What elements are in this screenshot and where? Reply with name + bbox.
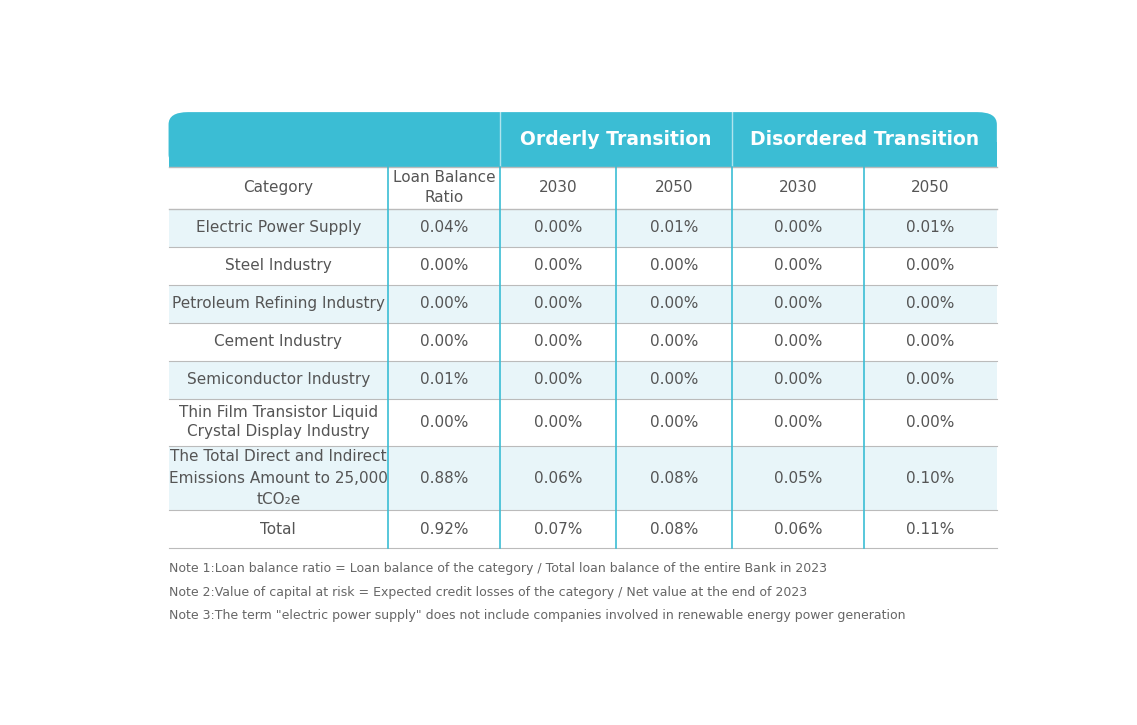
Text: 0.05%: 0.05% [774,471,822,486]
Text: 0.00%: 0.00% [649,258,698,273]
Text: Note 2:Value of capital at risk = Expected credit losses of the category / Net v: Note 2:Value of capital at risk = Expect… [168,586,806,599]
Text: 0.00%: 0.00% [649,415,698,430]
Text: 0.00%: 0.00% [774,296,822,311]
Text: 0.00%: 0.00% [533,415,582,430]
Text: Cement Industry: Cement Industry [215,334,342,349]
Text: 0.04%: 0.04% [420,220,468,235]
Bar [168,285,997,323]
Text: 0.08%: 0.08% [649,521,698,536]
Text: 0.00%: 0.00% [906,415,955,430]
Text: 0.00%: 0.00% [533,220,582,235]
Text: Electric Power Supply: Electric Power Supply [196,220,362,235]
Text: Thin Film Transistor Liquid
Crystal Display Industry: Thin Film Transistor Liquid Crystal Disp… [179,405,377,439]
Text: 2030: 2030 [779,181,818,195]
Text: 0.00%: 0.00% [420,334,468,349]
Text: Orderly Transition: Orderly Transition [520,130,712,149]
Text: 0.01%: 0.01% [906,220,955,235]
Text: 0.06%: 0.06% [533,471,582,486]
Text: 0.00%: 0.00% [420,258,468,273]
Bar [168,510,997,548]
Text: 0.00%: 0.00% [649,372,698,387]
Text: Loan Balance
Ratio: Loan Balance Ratio [392,170,496,205]
Text: 2050: 2050 [655,181,694,195]
Text: 0.88%: 0.88% [420,471,468,486]
Text: 0.00%: 0.00% [420,296,468,311]
Bar [168,142,997,167]
Bar [168,247,997,285]
Text: 0.00%: 0.00% [649,334,698,349]
Bar [168,323,997,360]
Text: 0.00%: 0.00% [774,220,822,235]
Text: 0.06%: 0.06% [774,521,822,536]
Text: 0.00%: 0.00% [533,296,582,311]
Text: 0.00%: 0.00% [533,334,582,349]
Text: 2050: 2050 [912,181,949,195]
Text: Disordered Transition: Disordered Transition [749,130,979,149]
Text: 0.10%: 0.10% [906,471,955,486]
Text: 0.00%: 0.00% [420,415,468,430]
Bar [168,167,997,209]
Text: Petroleum Refining Industry: Petroleum Refining Industry [172,296,384,311]
Text: 0.00%: 0.00% [774,372,822,387]
Bar [168,209,997,246]
Text: Semiconductor Industry: Semiconductor Industry [186,372,370,387]
Text: Steel Industry: Steel Industry [225,258,332,273]
Bar [168,399,997,446]
Text: 0.08%: 0.08% [649,471,698,486]
Text: 0.00%: 0.00% [649,296,698,311]
Text: 0.00%: 0.00% [906,296,955,311]
Text: Category: Category [243,181,314,195]
Text: 0.00%: 0.00% [533,258,582,273]
Text: 0.00%: 0.00% [774,258,822,273]
Text: Note 1:Loan balance ratio = Loan balance of the category / Total loan balance of: Note 1:Loan balance ratio = Loan balance… [168,562,827,575]
Text: 0.01%: 0.01% [649,220,698,235]
Text: 0.00%: 0.00% [906,372,955,387]
FancyBboxPatch shape [168,112,997,167]
Text: Emissions Amount to 25,000: Emissions Amount to 25,000 [169,471,388,486]
Text: 0.00%: 0.00% [774,415,822,430]
Text: 0.00%: 0.00% [906,258,955,273]
Bar [168,360,997,399]
Text: 0.00%: 0.00% [906,334,955,349]
Text: 0.00%: 0.00% [533,372,582,387]
Text: Total: Total [260,521,296,536]
Text: Note 3:The term "electric power supply" does not include companies involved in r: Note 3:The term "electric power supply" … [168,609,905,622]
Text: The Total Direct and Indirect: The Total Direct and Indirect [171,450,387,464]
Text: 0.11%: 0.11% [906,521,955,536]
Text: 0.00%: 0.00% [774,334,822,349]
Text: 0.01%: 0.01% [420,372,468,387]
Text: 0.92%: 0.92% [420,521,468,536]
Text: 2030: 2030 [539,181,578,195]
Text: 0.07%: 0.07% [533,521,582,536]
Text: tCO₂e: tCO₂e [256,492,300,507]
Bar [168,446,997,510]
